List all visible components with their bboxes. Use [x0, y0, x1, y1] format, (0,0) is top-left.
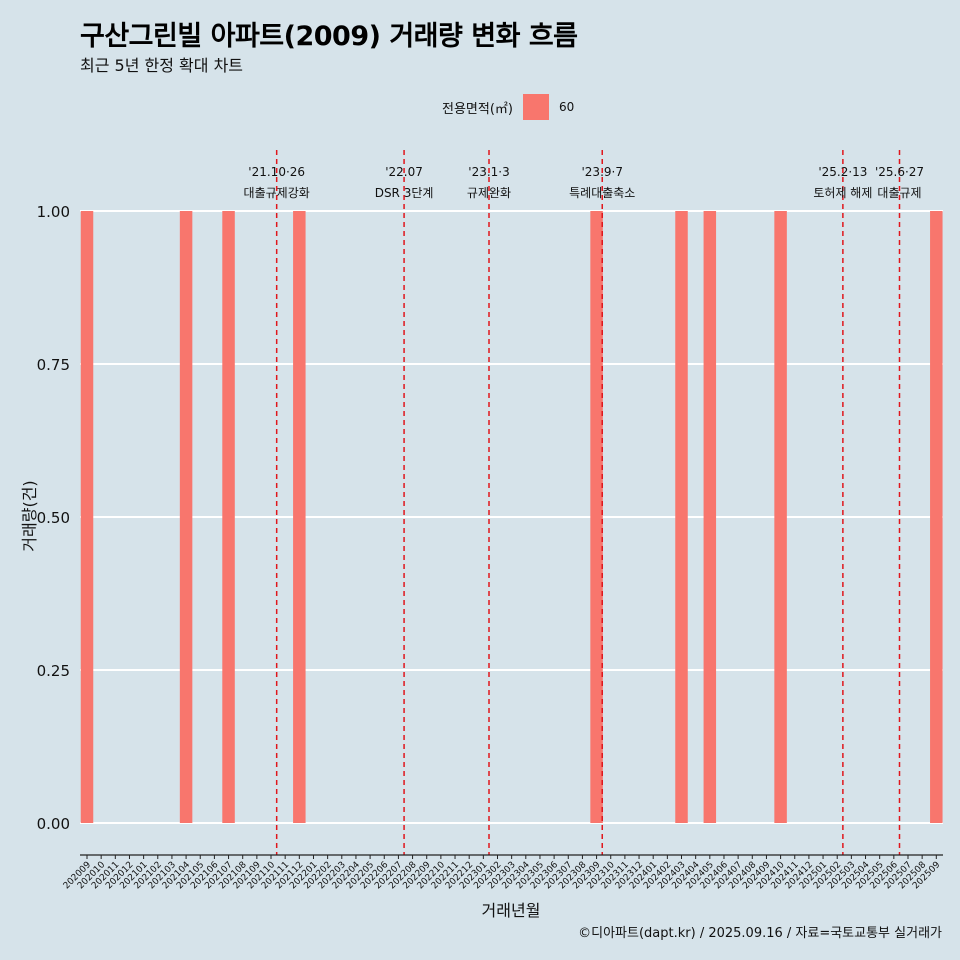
bar: [222, 211, 235, 823]
x-axis-label: 거래년월: [481, 901, 541, 920]
event-name-label: 대출규제강화: [244, 186, 310, 200]
y-tick-label: 0.50: [37, 509, 70, 527]
event-date-label: '22.07: [385, 165, 423, 179]
y-tick-label: 0.75: [37, 356, 70, 374]
bar: [179, 211, 193, 823]
event-date-label: '25.6·27: [875, 165, 924, 179]
y-axis-label: 거래량(건): [20, 480, 39, 552]
event-date-label: '23.9·7: [582, 165, 623, 179]
bar: [675, 211, 688, 823]
legend: 전용면적(㎡) 60: [442, 92, 574, 122]
event-name-label: 대출규제: [877, 186, 921, 200]
bar: [930, 211, 943, 823]
bar: [590, 211, 603, 823]
chart-title: 구산그린빌 아파트(2009) 거래량 변화 흐름: [80, 21, 578, 52]
bar: [774, 211, 787, 823]
event-name-label: DSR 3단계: [375, 186, 434, 200]
y-tick-label: 0.25: [37, 662, 70, 680]
event-name-label: 토허제 해제: [813, 186, 872, 200]
legend-title: 전용면적(㎡): [442, 101, 513, 117]
event-name-label: 규제완화: [467, 186, 511, 200]
y-tick-label: 0.00: [37, 815, 70, 833]
event-name-label: 특례대출축소: [569, 186, 635, 200]
bar: [80, 211, 94, 823]
bar: [293, 211, 306, 823]
y-tick-label: 1.00: [37, 203, 70, 221]
chart-subtitle: 최근 5년 한정 확대 차트: [80, 56, 244, 75]
source-caption: ©디아파트(dapt.kr) / 2025.09.16 / 자료=국토교통부 실…: [578, 926, 942, 941]
event-date-label: '23.1·3: [468, 165, 509, 179]
legend-item-label: 60: [558, 100, 575, 114]
bar: [703, 211, 717, 823]
event-date-label: '25.2·13: [818, 165, 867, 179]
legend-key-swatch: [522, 94, 549, 120]
event-date-label: '21.10·26: [248, 165, 305, 179]
